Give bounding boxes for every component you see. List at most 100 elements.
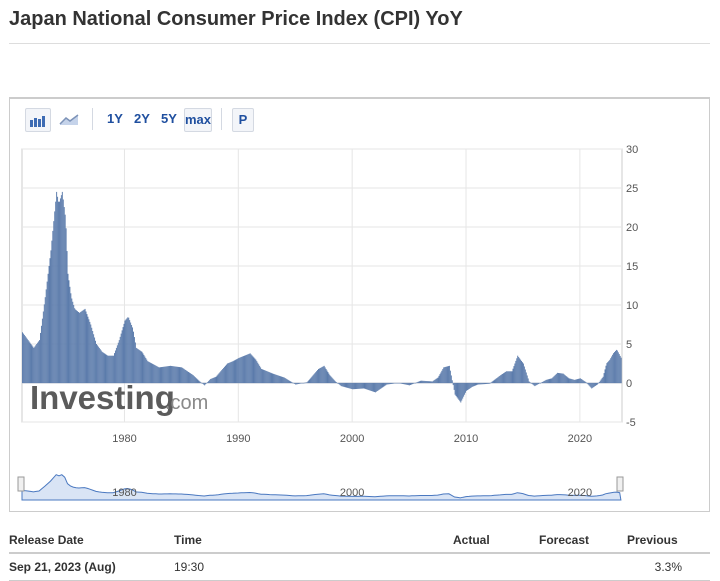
chart-bar <box>489 383 491 384</box>
chart-bar <box>594 383 596 387</box>
title-divider <box>9 43 710 44</box>
chart-bar <box>407 383 409 385</box>
chart-bar <box>491 381 493 383</box>
chart-bar <box>76 310 78 383</box>
chart-bar <box>367 383 369 390</box>
chart-bar <box>138 349 140 383</box>
chart-bar <box>131 324 133 383</box>
chart-bar <box>327 372 329 383</box>
chart-bar <box>95 340 97 383</box>
chart-bar <box>446 366 448 383</box>
chart-bar <box>546 379 548 383</box>
chart-bar <box>533 383 535 386</box>
chart-bar <box>207 382 208 383</box>
chart-bar <box>125 319 127 383</box>
chart-bar <box>434 379 436 383</box>
chart-bar <box>395 383 397 384</box>
chart-bar <box>163 366 165 383</box>
range-2y-button[interactable]: 2Y <box>134 111 150 126</box>
chart-bar <box>124 320 126 383</box>
chart-bar <box>352 383 354 390</box>
chart-bar <box>523 366 525 383</box>
chart-bar <box>228 362 230 383</box>
chart-bar <box>470 383 472 388</box>
navigator-left-handle[interactable] <box>17 476 25 492</box>
area-chart-button[interactable] <box>57 108 81 130</box>
chart-bar <box>370 383 372 391</box>
chart-bar <box>84 308 86 383</box>
chart-bar <box>143 354 145 383</box>
chart-bar <box>459 383 461 402</box>
chart-bar <box>69 286 71 383</box>
navigator-tick-label: 2020 <box>568 487 592 499</box>
chart-bar <box>149 362 151 383</box>
chart-bar <box>225 364 227 383</box>
chart-bar <box>429 381 431 383</box>
chart-bar <box>56 191 58 383</box>
chart-bar <box>561 373 563 383</box>
chart-bar <box>611 356 613 383</box>
chart-bar <box>299 383 301 384</box>
chart-bar <box>38 341 40 383</box>
chart-bar <box>110 355 112 383</box>
chart-bar <box>247 354 249 383</box>
range-max-button[interactable]: max <box>184 108 212 132</box>
chart-bar <box>555 374 557 383</box>
chart-bar <box>22 333 24 383</box>
chart-bar <box>251 355 253 383</box>
chart-bar <box>330 376 332 383</box>
chart-bar <box>521 360 522 383</box>
chart-bar <box>442 369 444 383</box>
navigator-right-handle[interactable] <box>616 476 624 492</box>
chart-bar <box>326 370 328 383</box>
chart-bar <box>364 383 366 389</box>
chart-bar <box>237 358 239 383</box>
range-5y-button[interactable]: 5Y <box>161 111 177 126</box>
chart-bar <box>409 383 411 386</box>
chart-bar <box>461 383 463 401</box>
watermark-brand: Investing <box>30 379 175 416</box>
chart-bar <box>186 370 188 383</box>
chart-bar <box>604 369 606 383</box>
chart-bar <box>258 364 260 383</box>
navigator[interactable]: 1980 2000 2020 <box>10 464 709 506</box>
chart-bar <box>614 352 615 383</box>
chart-bar <box>254 358 256 383</box>
chart-bar <box>346 383 348 388</box>
chart-bar <box>169 365 171 383</box>
x-tick-label: 2020 <box>568 433 592 445</box>
chart-bar <box>535 383 537 386</box>
chart-bar <box>487 383 489 384</box>
chart-bar <box>317 370 319 383</box>
p-button[interactable]: P <box>232 108 254 132</box>
chart-bar <box>59 201 60 383</box>
chart-bar <box>257 362 259 383</box>
chart-bar <box>314 373 316 383</box>
chart-bar <box>36 344 38 383</box>
chart-bar <box>453 383 455 390</box>
chart-bar <box>200 382 202 383</box>
range-1y-button[interactable]: 1Y <box>107 111 123 126</box>
chart-bar <box>398 383 400 384</box>
chart-bar <box>140 351 142 383</box>
chart-bar <box>243 356 245 383</box>
chart-bar <box>161 367 163 383</box>
chart-bar <box>112 355 114 383</box>
bar-chart-button[interactable] <box>25 108 51 132</box>
chart-bar <box>354 383 356 390</box>
chart-bar <box>155 365 157 383</box>
chart-bar <box>291 382 293 383</box>
chart-bar <box>113 355 115 383</box>
chart-bar <box>584 381 586 383</box>
chart-bar <box>183 368 185 383</box>
chart-bar <box>427 381 429 383</box>
chart-bar <box>93 334 95 383</box>
row-previous: 3.3% <box>654 560 682 574</box>
chart-bar <box>468 383 470 389</box>
chart-bar <box>359 383 361 389</box>
chart-bar <box>103 353 105 383</box>
chart-bar <box>245 354 247 383</box>
chart-bar <box>607 361 609 383</box>
chart-bar <box>520 359 522 383</box>
chart-bar <box>51 240 53 383</box>
